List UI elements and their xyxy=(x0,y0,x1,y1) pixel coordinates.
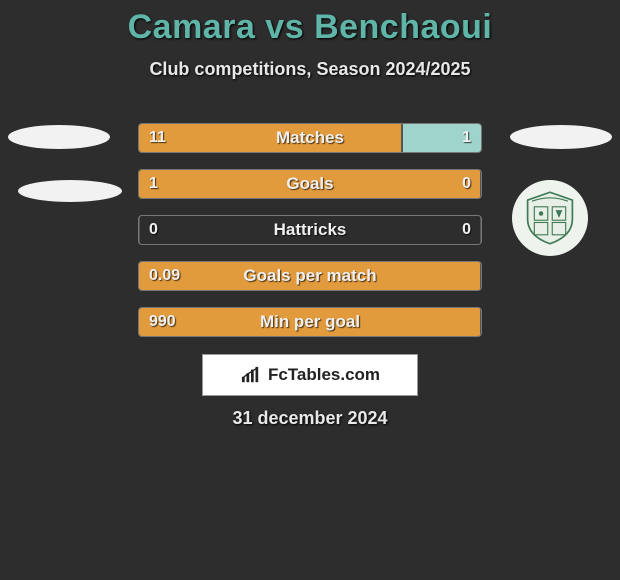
date-text: 31 december 2024 xyxy=(0,408,620,429)
bar-left-fill xyxy=(139,216,140,244)
page-title: Camara vs Benchaoui xyxy=(0,0,620,47)
source-logo: FcTables.com xyxy=(202,354,418,396)
bar-right-fill xyxy=(402,124,481,152)
subtitle: Club competitions, Season 2024/2025 xyxy=(0,59,620,80)
bar-row-matches: 11 Matches 1 xyxy=(138,123,482,153)
bar-left-fill xyxy=(139,262,481,290)
bar-row-goals-per-match: 0.09 Goals per match xyxy=(138,261,482,291)
bar-right-fill xyxy=(480,170,481,198)
bar-left-value: 0 xyxy=(149,216,158,244)
player-left-avatar xyxy=(8,125,110,149)
crest-icon xyxy=(522,190,578,246)
bar-left-fill xyxy=(139,124,402,152)
bar-row-hattricks: 0 Hattricks 0 xyxy=(138,215,482,245)
bar-left-fill xyxy=(139,308,481,336)
bar-label: Hattricks xyxy=(139,216,481,244)
player-right-avatar xyxy=(510,125,612,149)
bar-right-fill xyxy=(480,308,481,336)
bar-right-fill xyxy=(480,262,481,290)
comparison-bars: 11 Matches 1 1 Goals 0 0 Hattricks 0 0.0… xyxy=(138,123,482,353)
bar-row-goals: 1 Goals 0 xyxy=(138,169,482,199)
team-left-avatar xyxy=(18,180,122,202)
team-right-crest xyxy=(512,180,588,256)
bar-right-fill xyxy=(480,216,481,244)
bar-right-value: 0 xyxy=(462,216,471,244)
bar-left-fill xyxy=(139,170,481,198)
bar-row-min-per-goal: 990 Min per goal xyxy=(138,307,482,337)
source-logo-text: FcTables.com xyxy=(268,365,380,385)
barchart-icon xyxy=(240,366,262,384)
